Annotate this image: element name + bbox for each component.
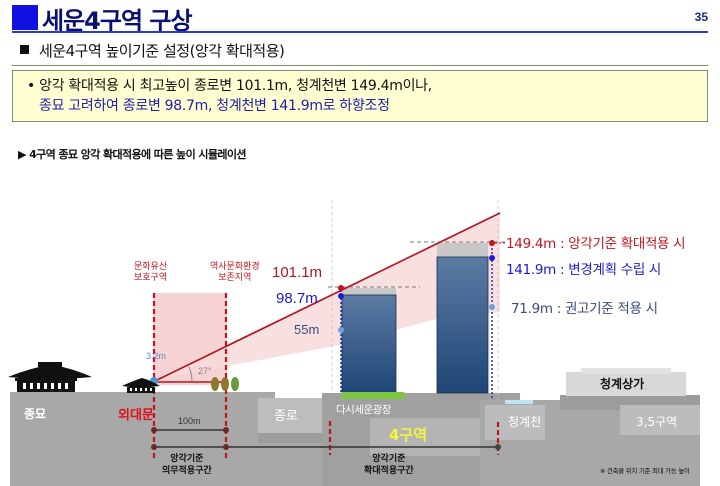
heritage-protection-zone-label: 문화유산 보호구역 [134,262,167,284]
label-line: 보존지역 [218,273,252,283]
subtitle: 세운4구역 높이기준 설정(앙각 확대적용) [20,40,285,61]
place-oedaemun: 외대문 [118,408,154,423]
place-jongno: 종로 [274,409,298,424]
page-number: 35 [694,10,708,24]
place-jongmyo: 종묘 [24,407,47,421]
height-jongno-recommended: 55m [294,322,320,337]
square-bullet-icon [20,45,29,54]
height-jongno-max: 101.1m [272,264,323,281]
building-cheonggye-side [436,256,489,394]
height-jongno-adjusted: 98.7m [276,290,318,307]
label-line: 보호구역 [134,273,168,283]
angle-envelope [153,212,500,380]
legend-recommended: 71.9m : 권고기준 적용 시 [511,301,658,317]
historic-environment-zone-label: 역사문화환경 보존지역 [210,262,260,284]
footnote: ※ 건축물 위치 기준 최대 가능 높이 [600,467,690,475]
place-cheonggyecheon: 청계천 [508,415,542,429]
label-line: 앙각기준 [372,454,406,464]
summary-box: • 앙각 확대적용 시 최고높이 종로변 101.1m, 청계천변 149.4m… [12,70,708,122]
title-divider [12,31,708,33]
place-sewoon-plaza: 다시세운광장 [336,404,391,416]
summary-line-1: • 앙각 확대적용 시 최고높이 종로변 101.1m, 청계천변 149.4m… [27,78,432,94]
cheonggye-sangga-building [566,372,686,396]
title-accent-block [12,5,38,30]
sewoon-plaza-green [341,392,405,399]
angle-label: 27° [198,366,212,376]
expanded-interval-label: 앙각기준 확대적용구간 [364,453,414,477]
stream [505,400,533,404]
label-line: 역사문화환경 [210,262,260,272]
subtitle-divider [12,65,708,66]
height-simulation-diagram [8,200,700,486]
legend-changed-plan: 141.9m : 변경계획 수립 시 [506,262,662,278]
place-district35: 3,5구역 [636,415,678,429]
mandatory-interval-label: 앙각기준 의무적용구간 [162,453,212,477]
label-line: 의무적용구간 [162,466,212,476]
section-heading: ▶ 4구역 종묘 앙각 확대적용에 따른 높이 시뮬레이션 [18,148,247,161]
distance-label: 100m [178,416,201,426]
jongmyo-pavilion-icon [8,362,92,392]
place-cheonggye-sangga: 청계상가 [600,377,645,391]
summary-line-2: 종묘 고려하여 종로변 98.7m, 청계천변 141.9m로 하향조정 [39,98,390,114]
legend-expanded: 149.4m : 앙각기준 확대적용 시 [506,236,686,252]
label-line: 문화유산 [134,262,168,272]
subtitle-text: 세운4구역 높이기준 설정(앙각 확대적용) [39,42,285,60]
building-jongno-side [341,294,397,394]
angle-line [152,212,501,383]
page-title: 세운4구역 구상 [42,7,193,35]
label-line: 앙각기준 [170,454,204,464]
block-jongno [258,398,328,433]
label-line: 확대적용구간 [364,466,414,476]
place-district4: 4구역 [389,426,428,444]
ground-jongmyo [10,392,275,486]
gate-height-label: 3.2m [146,351,167,361]
